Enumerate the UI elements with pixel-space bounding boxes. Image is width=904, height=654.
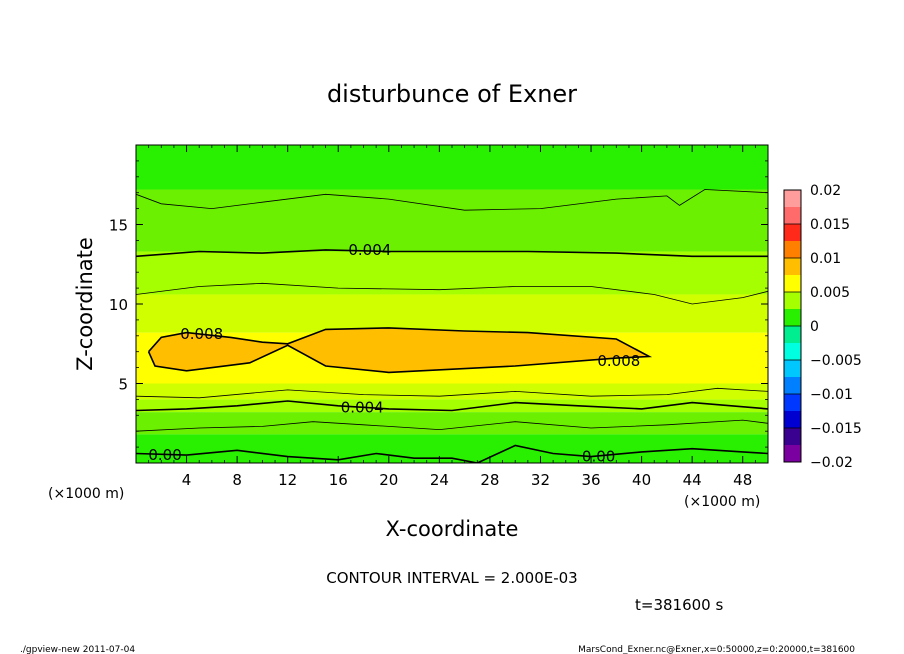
colorbar-level-15 — [784, 445, 801, 462]
colorbar-tick-label-0: 0.02 — [810, 183, 841, 199]
contour-line-3 — [136, 400, 768, 412]
colorbar-tick-label-7: −0.015 — [810, 421, 862, 437]
contour-line-0 — [136, 249, 768, 258]
field-band-0 — [136, 149, 768, 190]
colorbar-level-5 — [784, 275, 801, 292]
colorbar-level-1 — [784, 207, 801, 224]
contour-line-1 — [147, 327, 653, 374]
colorbar-tick-label-5: −0.005 — [810, 353, 862, 369]
colorbar-tick-label-2: 0.01 — [810, 251, 841, 267]
x-axis-unit: (×1000 m) — [684, 494, 760, 510]
colorbar-tick-label-1: 0.015 — [810, 217, 850, 233]
contour-interval: CONTOUR INTERVAL = 2.000E-03 — [326, 569, 577, 587]
contour-labels: 0.004 0.008 0.008 0.004 0.00 0.00 — [148, 241, 640, 466]
colorbar-tick-label-8: −0.02 — [810, 455, 853, 471]
colorbar-level-12 — [784, 394, 801, 411]
colorbar-level-13 — [784, 411, 801, 428]
colorbar-tick-label-6: −0.01 — [810, 387, 853, 403]
colorbar-level-6 — [784, 292, 801, 309]
field-maximum — [148, 327, 650, 373]
x-tick-label-4: 4 — [182, 471, 192, 489]
contour-line-9 — [136, 419, 768, 432]
colorbar-level-9 — [784, 343, 801, 360]
x-tick-label-28: 28 — [480, 471, 499, 489]
footer-right: MarsCond_Exner.nc@Exner,x=0:50000,z=0:20… — [578, 645, 855, 654]
colorbar-level-14 — [784, 428, 801, 445]
y-tick-label-5: 5 — [118, 376, 128, 394]
x-tick-label-40: 40 — [632, 471, 651, 489]
field-band-7 — [136, 412, 768, 435]
contour-label-5: 0.00 — [582, 448, 615, 466]
y-axis-label: Z-coordinate — [73, 237, 97, 371]
contour-line-8 — [136, 387, 768, 399]
x-tick-label-12: 12 — [278, 471, 297, 489]
colorbar-tick-label-4: 0 — [810, 319, 819, 335]
y-tick-label-15: 15 — [109, 217, 128, 235]
time-stamp: t=381600 s — [635, 596, 723, 614]
colorbar-tick-label-3: 0.005 — [810, 285, 850, 301]
x-tick-label-8: 8 — [232, 471, 242, 489]
y-axis-unit: (×1000 m) — [48, 486, 124, 502]
footer-left: ./gpview-new 2011-07-04 — [20, 645, 135, 654]
x-tick-label-32: 32 — [531, 471, 550, 489]
contour-label-1: 0.008 — [180, 325, 223, 343]
x-axis-ticks: 4 8 12 16 20 24 28 32 36 40 44 48 — [148, 145, 756, 489]
field-band-3 — [136, 294, 768, 333]
contour-label-3: 0.004 — [341, 398, 384, 416]
contour-label-4: 0.00 — [148, 446, 181, 464]
y-tick-label-10: 10 — [109, 296, 128, 314]
x-axis-label: X-coordinate — [386, 517, 519, 541]
colorbar-level-11 — [784, 377, 801, 394]
colorbar-level-2 — [784, 224, 801, 241]
field-band-1 — [136, 189, 768, 252]
colorbar-level-10 — [784, 360, 801, 377]
colorbar-level-8 — [784, 326, 801, 343]
field-band-6 — [136, 399, 768, 413]
x-tick-label-44: 44 — [683, 471, 702, 489]
chart-title: disturbunce of Exner — [327, 80, 577, 108]
x-tick-label-24: 24 — [430, 471, 449, 489]
contour-line-7 — [136, 282, 768, 305]
contour-label-2: 0.008 — [597, 352, 640, 370]
colorbar: 0.02 0.015 0.01 0.005 0 −0.005 −0.01 −0.015 −0.0… — [783, 183, 862, 471]
x-tick-label-20: 20 — [379, 471, 398, 489]
field-band-5 — [136, 383, 768, 400]
x-tick-label-36: 36 — [581, 471, 600, 489]
field-band-2 — [136, 251, 768, 295]
x-tick-label-48: 48 — [733, 471, 752, 489]
y-axis-ticks: 5 10 15 — [109, 160, 768, 448]
field-fill — [136, 145, 768, 463]
colorbar-level-7 — [784, 309, 801, 326]
colorbar-level-4 — [784, 258, 801, 275]
colorbar-level-3 — [784, 241, 801, 258]
colorbar-level-0 — [784, 190, 801, 207]
contour-line-6 — [136, 189, 768, 211]
contour-label-0: 0.004 — [348, 241, 391, 259]
x-tick-label-16: 16 — [329, 471, 348, 489]
